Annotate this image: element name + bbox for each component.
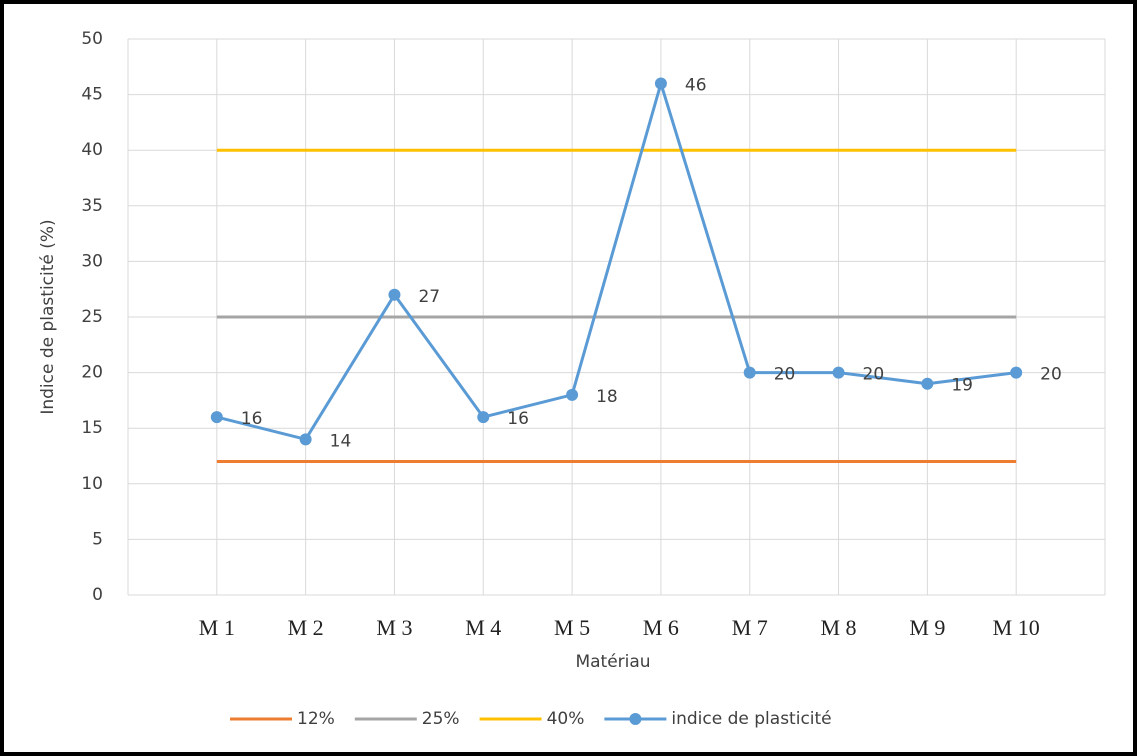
- marker: [921, 377, 934, 390]
- data-label: 27: [418, 287, 440, 307]
- x-tick-label: M 9: [909, 615, 945, 640]
- data-label: 16: [507, 409, 529, 429]
- x-axis-title: Matériau: [575, 652, 650, 672]
- legend-label: indice de plasticité: [671, 709, 831, 729]
- data-label: 20: [1040, 365, 1062, 385]
- x-tick-label: M 3: [376, 615, 412, 640]
- legend-label: 12%: [297, 709, 335, 729]
- data-label: 16: [241, 409, 263, 429]
- x-tick-label: M 7: [732, 615, 768, 640]
- marker: [654, 77, 667, 90]
- data-label: 20: [863, 365, 885, 385]
- legend-label: 40%: [547, 709, 585, 729]
- y-tick-label: 20: [81, 363, 103, 383]
- line-series: [216, 81, 1017, 441]
- x-tick-label: M 8: [821, 615, 857, 640]
- y-tick-label: 10: [81, 474, 103, 494]
- marker: [566, 388, 579, 401]
- y-tick-label: 35: [81, 196, 103, 216]
- x-tick-label: M 5: [554, 615, 590, 640]
- y-tick-label: 0: [92, 585, 103, 605]
- data-label: 20: [774, 365, 796, 385]
- marker: [299, 433, 312, 446]
- y-tick-label: 15: [81, 418, 103, 438]
- data-label: 46: [685, 75, 707, 95]
- legend-label: 25%: [422, 709, 460, 729]
- y-tick-label: 25: [81, 307, 103, 327]
- y-tick-label: 40: [81, 140, 103, 160]
- marker: [832, 366, 845, 379]
- marker: [743, 366, 756, 379]
- marker: [477, 411, 490, 424]
- data-label: 19: [951, 376, 973, 396]
- marker: [210, 411, 223, 424]
- data-label: 14: [330, 431, 352, 451]
- marker: [388, 288, 401, 301]
- x-tick-label: M 10: [993, 615, 1040, 640]
- marker: [1010, 366, 1023, 379]
- x-tick-label: M 6: [643, 615, 679, 640]
- legend-marker: [629, 713, 642, 725]
- y-tick-label: 45: [81, 85, 103, 105]
- x-tick-label: M 4: [465, 615, 501, 640]
- y-tick-label: 5: [92, 529, 103, 549]
- y-axis-title: Indice de plasticité (%): [38, 219, 58, 414]
- x-tick-label: M 1: [199, 615, 235, 640]
- x-tick-label: M 2: [288, 615, 324, 640]
- data-label: 18: [596, 387, 618, 407]
- y-tick-label: 50: [81, 29, 103, 49]
- y-tick-label: 30: [81, 251, 103, 271]
